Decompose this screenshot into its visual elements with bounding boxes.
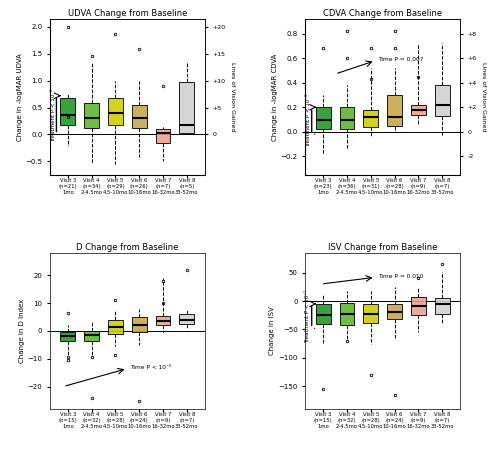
Y-axis label: Change in -logMAR UDVA: Change in -logMAR UDVA xyxy=(16,53,22,141)
PathPatch shape xyxy=(340,107,354,129)
Title: ISV Change from Baseline: ISV Change from Baseline xyxy=(328,243,438,252)
PathPatch shape xyxy=(340,303,354,325)
PathPatch shape xyxy=(180,314,194,324)
PathPatch shape xyxy=(156,129,170,142)
PathPatch shape xyxy=(156,315,170,325)
PathPatch shape xyxy=(180,82,194,133)
PathPatch shape xyxy=(387,95,402,125)
Y-axis label: Change in -logMAR CDVA: Change in -logMAR CDVA xyxy=(272,53,278,141)
PathPatch shape xyxy=(132,105,146,128)
PathPatch shape xyxy=(84,103,99,128)
PathPatch shape xyxy=(364,304,378,322)
Text: Time P = 0.007: Time P = 0.007 xyxy=(378,57,424,62)
Y-axis label: Change in ISV: Change in ISV xyxy=(270,306,276,355)
PathPatch shape xyxy=(435,85,450,116)
PathPatch shape xyxy=(108,320,123,334)
PathPatch shape xyxy=(411,297,426,315)
Title: D Change from Baseline: D Change from Baseline xyxy=(76,243,178,252)
PathPatch shape xyxy=(316,107,330,129)
Y-axis label: Change in D Index: Change in D Index xyxy=(18,299,24,363)
PathPatch shape xyxy=(108,98,123,125)
Text: Treatment P < 10⁻⁸: Treatment P < 10⁻⁸ xyxy=(306,94,311,148)
Title: UDVA Change from Baseline: UDVA Change from Baseline xyxy=(68,9,187,18)
PathPatch shape xyxy=(60,332,75,341)
PathPatch shape xyxy=(411,105,426,115)
PathPatch shape xyxy=(60,98,75,125)
Y-axis label: Lines of Vision Gained: Lines of Vision Gained xyxy=(230,62,234,132)
PathPatch shape xyxy=(84,331,99,341)
Y-axis label: Lines of Vision Gained: Lines of Vision Gained xyxy=(481,62,486,132)
PathPatch shape xyxy=(387,304,402,319)
Text: Time P = 0.010: Time P = 0.010 xyxy=(378,274,424,279)
PathPatch shape xyxy=(364,110,378,127)
Text: Treatment P < 10⁻⁸: Treatment P < 10⁻⁸ xyxy=(50,88,56,142)
PathPatch shape xyxy=(435,298,450,313)
PathPatch shape xyxy=(132,317,146,332)
PathPatch shape xyxy=(316,304,330,324)
Text: Time P < 10⁻⁵: Time P < 10⁻⁵ xyxy=(130,365,171,369)
Title: CDVA Change from Baseline: CDVA Change from Baseline xyxy=(323,9,442,18)
Text: Treatment P < 10⁻¹: Treatment P < 10⁻¹ xyxy=(306,290,310,343)
